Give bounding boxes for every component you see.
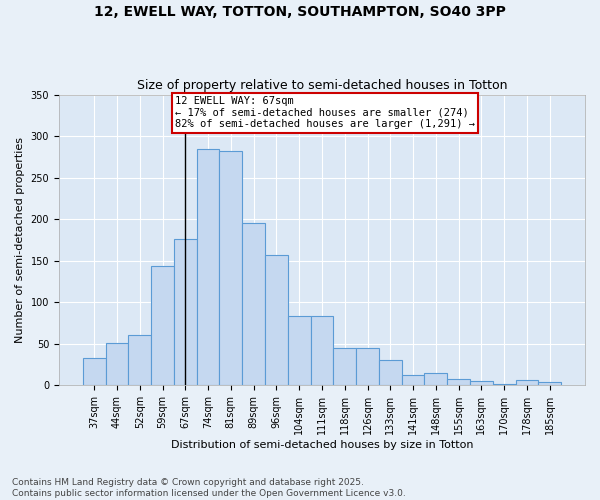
- Bar: [220, 151, 242, 386]
- Text: Contains HM Land Registry data © Crown copyright and database right 2025.
Contai: Contains HM Land Registry data © Crown c…: [12, 478, 406, 498]
- Text: 12, EWELL WAY, TOTTON, SOUTHAMPTON, SO40 3PP: 12, EWELL WAY, TOTTON, SOUTHAMPTON, SO40…: [94, 5, 506, 19]
- Bar: [424, 373, 447, 386]
- Bar: [106, 343, 128, 386]
- Bar: [311, 316, 334, 386]
- Bar: [470, 381, 493, 386]
- Title: Size of property relative to semi-detached houses in Totton: Size of property relative to semi-detach…: [137, 79, 507, 92]
- Bar: [174, 239, 197, 386]
- Bar: [538, 382, 561, 386]
- Bar: [265, 255, 288, 386]
- Bar: [515, 380, 538, 386]
- Bar: [334, 348, 356, 386]
- Bar: [197, 150, 220, 386]
- X-axis label: Distribution of semi-detached houses by size in Totton: Distribution of semi-detached houses by …: [171, 440, 473, 450]
- Bar: [151, 266, 174, 386]
- Bar: [288, 316, 311, 386]
- Bar: [356, 348, 379, 386]
- Bar: [379, 360, 401, 386]
- Bar: [242, 222, 265, 386]
- Bar: [493, 384, 515, 386]
- Bar: [128, 336, 151, 386]
- Bar: [83, 358, 106, 386]
- Bar: [447, 378, 470, 386]
- Y-axis label: Number of semi-detached properties: Number of semi-detached properties: [15, 137, 25, 343]
- Bar: [401, 374, 424, 386]
- Text: 12 EWELL WAY: 67sqm
← 17% of semi-detached houses are smaller (274)
82% of semi-: 12 EWELL WAY: 67sqm ← 17% of semi-detach…: [175, 96, 475, 130]
